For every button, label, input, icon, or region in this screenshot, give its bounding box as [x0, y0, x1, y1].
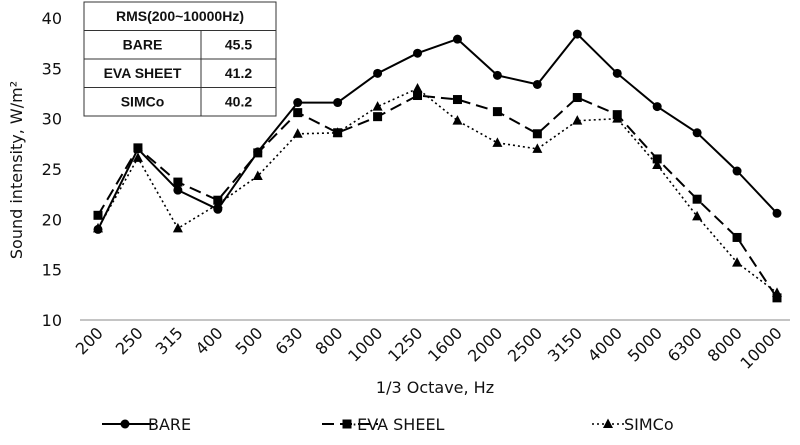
- rms-table-header: RMS(200~10000Hz): [116, 8, 244, 24]
- data-point: [452, 115, 463, 125]
- data-point: [492, 70, 502, 80]
- data-point: [293, 108, 303, 118]
- x-tick-label: 10000: [736, 323, 785, 372]
- data-point: [572, 29, 582, 39]
- y-tick-label: 20: [42, 210, 62, 229]
- data-point: [132, 152, 143, 162]
- legend-marker: [342, 419, 352, 429]
- x-tick-label: 1600: [424, 323, 466, 365]
- data-point: [692, 194, 702, 204]
- data-point: [692, 210, 703, 221]
- rms-table-label: SIMCo: [121, 94, 165, 110]
- x-tick-label: 2000: [464, 323, 506, 365]
- data-point: [333, 98, 343, 108]
- series-layer: [93, 29, 782, 303]
- y-tick-label: 15: [42, 261, 62, 280]
- data-point: [532, 129, 542, 139]
- rms-table: RMS(200~10000Hz) BARE 45.5 EVA SHEET 41.2 SIM…: [83, 1, 277, 117]
- data-point: [412, 82, 423, 93]
- series-line: [97, 87, 778, 294]
- legend-item: ·EVA SHEEL: [322, 415, 445, 434]
- data-point: [133, 143, 143, 153]
- data-point: [572, 115, 583, 125]
- data-point: [732, 232, 742, 242]
- x-tick-label: 2500: [504, 323, 546, 365]
- x-tick-label: 500: [232, 323, 267, 358]
- x-tick-label: 315: [152, 323, 187, 358]
- y-axis-title: Sound intensity, W/m²: [7, 81, 26, 259]
- data-point: [212, 198, 223, 209]
- data-point: [93, 210, 103, 220]
- data-point: [492, 107, 502, 117]
- legend-marker: [603, 418, 613, 428]
- data-point: [492, 137, 503, 147]
- x-tick-label: 1000: [344, 323, 386, 365]
- data-point: [692, 128, 702, 138]
- rms-table-value: 45.5: [225, 37, 252, 53]
- data-point: [532, 143, 543, 153]
- data-point: [652, 159, 663, 169]
- series-eva-sheel: [93, 91, 782, 303]
- x-tick-label: 3150: [544, 323, 586, 365]
- series-line: [97, 33, 778, 230]
- legend-label: SIMCo: [624, 415, 674, 434]
- rms-table-label: BARE: [123, 37, 163, 53]
- legend-label: ·EVA SHEEL: [352, 415, 445, 434]
- x-tick-label: 250: [112, 323, 147, 358]
- data-point: [652, 154, 662, 164]
- y-tick-label: 10: [42, 311, 62, 330]
- legend-item: SIMCo: [592, 415, 674, 434]
- legend-item: BARE: [102, 415, 191, 434]
- data-point: [172, 222, 183, 233]
- legend-marker: [120, 419, 130, 429]
- data-point: [772, 208, 782, 218]
- data-point: [732, 257, 743, 267]
- data-point: [293, 98, 303, 108]
- data-point: [572, 93, 582, 103]
- data-point: [532, 79, 542, 89]
- x-tick-label: 200: [72, 323, 107, 358]
- data-point: [253, 148, 263, 158]
- x-tick-label: 800: [311, 323, 346, 358]
- legend: BARE ·EVA SHEEL SIMCo: [102, 415, 674, 434]
- data-point: [252, 170, 263, 181]
- data-point: [413, 48, 423, 58]
- y-tick-label: 25: [42, 160, 62, 179]
- data-point: [612, 113, 623, 123]
- rms-table-label: EVA SHEET: [104, 65, 182, 81]
- data-point: [173, 177, 183, 187]
- x-axis-title: 1/3 Octave, Hz: [376, 378, 494, 397]
- data-point: [772, 287, 782, 297]
- data-point: [452, 34, 462, 44]
- data-point: [612, 68, 622, 78]
- data-point: [332, 127, 343, 137]
- y-tick-label: 30: [42, 110, 62, 129]
- y-tick-label: 40: [42, 9, 62, 28]
- data-point: [652, 102, 662, 112]
- rms-table-value: 40.2: [225, 94, 252, 110]
- data-point: [372, 101, 383, 111]
- data-point: [292, 128, 303, 138]
- legend-label: BARE: [148, 415, 191, 434]
- data-point: [452, 95, 462, 105]
- rms-table-value: 41.2: [225, 65, 252, 81]
- data-point: [373, 68, 383, 78]
- data-point: [173, 185, 183, 195]
- data-point: [93, 222, 103, 233]
- x-tick-label: 400: [192, 323, 227, 358]
- y-tick-label: 35: [42, 59, 62, 78]
- x-tick-label: 1250: [384, 323, 426, 365]
- data-point: [732, 166, 742, 176]
- data-point: [413, 91, 423, 101]
- x-tick-label: 5000: [624, 323, 666, 365]
- x-tick-label: 6300: [664, 323, 706, 365]
- series-line: [97, 94, 778, 299]
- x-tick-label: 630: [271, 323, 306, 358]
- series-simco: [93, 82, 782, 297]
- data-point: [772, 293, 782, 303]
- data-point: [373, 112, 383, 122]
- x-tick-label: 4000: [584, 323, 626, 365]
